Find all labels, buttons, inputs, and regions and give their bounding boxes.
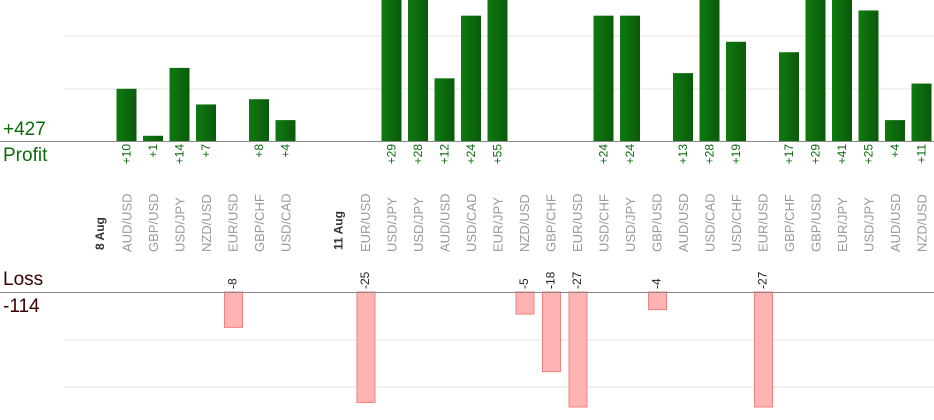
pair-label: USD/JPY [862,197,877,252]
pair-label: EUR/USD [358,193,373,252]
pair-label: AUD/USD [676,193,691,252]
loss-bar [568,291,588,408]
profit-bar [858,10,879,142]
loss-bar [754,291,773,408]
profit-value-label: +19 [729,144,743,165]
pair-label: EUR/JPY [491,197,506,252]
loss-bar [542,291,561,373]
pair-label: GBP/USD [650,193,665,252]
pair-label: GBP/CHF [252,194,267,252]
loss-value-label: -5 [517,278,531,289]
pair-label: GBP/CHF [782,194,797,252]
loss-bar [356,291,376,404]
value-labels: +10 +1 +14 +7-8+8 +4-25+29 +28 +12 +24 +55-5 -18-… [120,144,929,289]
profit-value-label: +10 [120,144,134,165]
pair-label: GBP/CHF [544,194,559,252]
pair-label: USD/JPY [385,197,400,252]
profit-bar [779,52,799,141]
profit-bar [461,15,481,142]
axis-lines [0,141,934,293]
profit-total: +427 [3,119,46,140]
profit-bar [196,104,216,141]
profit-bar [143,135,163,141]
pair-label: EUR/USD [570,193,585,252]
loss-label: Loss [3,269,44,290]
profit-value-label: +13 [676,144,690,165]
loss-bar [224,291,243,328]
profit-value-label: +8 [252,144,266,158]
loss-value-label: -8 [226,278,240,289]
pair-label: AUD/USD [888,193,903,252]
profit-value-label: +12 [438,144,452,165]
date-label: 11 Aug [332,211,346,250]
profit-bar [249,99,269,141]
profit-value-label: +25 [862,144,876,165]
profit-value-label: +7 [199,144,213,158]
pair-label: USD/CAD [279,193,294,252]
profit-value-label: +17 [782,144,796,165]
profit-value-label: +14 [173,144,187,165]
category-labels: 8 Aug AUD/USD GBP/USD USD/JPY NZD/USD EUR/USD… [93,193,930,252]
profit-bar [805,0,826,141]
profit-bar [434,78,455,141]
profit-bar [726,41,746,141]
pair-label: AUD/USD [438,193,453,252]
pair-label: GBP/USD [146,193,161,252]
pair-label: EUR/JPY [835,197,850,252]
profit-value-label: +29 [385,144,399,165]
profit-bar [911,83,932,141]
profit-value-label: +24 [597,144,611,165]
profit-value-label: +28 [703,144,717,165]
profit-value-label: +55 [491,144,505,165]
profit-value-label: +11 [915,144,929,164]
pair-label: NZD/USD [517,194,532,252]
loss-value-label: -18 [544,271,558,289]
profit-bar [275,120,296,141]
profit-label: Profit [3,145,48,166]
pair-label: USD/JPY [623,197,638,252]
profit-bar [116,88,137,141]
pair-label: USD/CHF [597,194,612,252]
loss-bars [224,291,773,408]
profit-bar [169,67,190,141]
profit-bar [832,0,852,141]
pair-label: NZD/USD [915,194,930,252]
loss-bar [648,291,667,311]
profit-bar [487,0,508,141]
loss-value-label: -4 [650,278,664,289]
date-label: 8 Aug [93,217,107,250]
profit-value-label: +28 [411,144,425,165]
profit-bar [673,73,693,141]
pair-label: EUR/USD [226,193,241,252]
pair-label: USD/JPY [173,197,188,252]
pair-label: USD/CHF [729,194,744,252]
loss-bar [515,291,535,315]
profit-bar [593,15,614,142]
profit-bars [116,0,932,142]
profit-value-label: +1 [146,144,160,158]
loss-value-label: -25 [358,271,372,289]
profit-value-label: +24 [623,144,637,165]
pair-label: USD/JPY [411,197,426,252]
pair-label: USD/CAD [703,193,718,252]
pair-label: USD/CAD [464,193,479,252]
profit-value-label: +29 [809,144,823,165]
profit-value-label: +24 [464,144,478,165]
profit-bar [885,120,905,141]
loss-value-label: -27 [570,271,584,289]
profit-bar [408,0,428,141]
profit-bar [381,0,402,141]
pair-label: NZD/USD [199,194,214,252]
loss-value-label: -27 [756,271,770,289]
profit-bar [620,15,640,142]
loss-total: -114 [3,296,40,317]
pair-label: GBP/USD [809,193,824,252]
pair-label: AUD/USD [120,193,135,252]
profit-value-label: +4 [888,144,902,158]
pair-label: EUR/USD [756,193,771,252]
profit-value-label: +4 [279,144,293,158]
profit-value-label: +41 [835,144,849,165]
profit-bar [699,0,720,141]
